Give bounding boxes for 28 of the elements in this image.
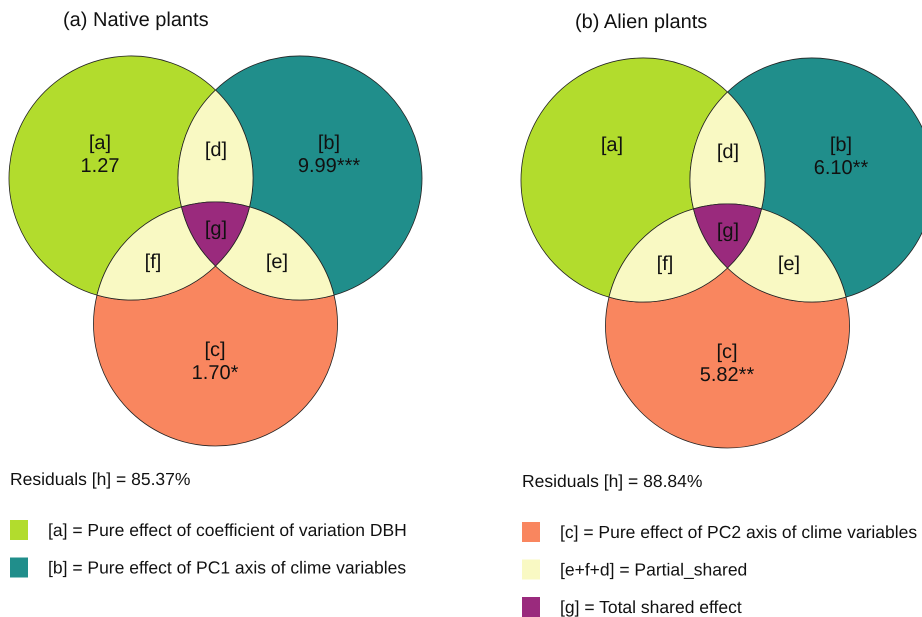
category-label: [e]: [778, 253, 800, 275]
category-label: [c]: [204, 339, 226, 361]
category-label: [c]: [716, 341, 738, 363]
text: Residuals [h] = 88.84%: [522, 471, 702, 491]
category-label: [g]: [204, 218, 228, 240]
data-label: 5.82**: [700, 364, 754, 386]
category-label: [a]: [600, 134, 624, 156]
text: Residuals [h] = 85.37%: [10, 469, 190, 489]
text: (b) Alien plants: [575, 11, 708, 33]
data-label: 6.10**: [814, 157, 868, 179]
legend-label: [c] = Pure effect of PC2 axis of clime variables: [560, 522, 918, 542]
data-label: 1.70*: [192, 362, 239, 384]
category-label: [d]: [716, 141, 740, 163]
legend-label: [e+f+d] = Partial_shared: [560, 560, 748, 580]
category-label: [e]: [266, 251, 288, 273]
category-label: [f]: [656, 253, 674, 275]
text: (a) Native plants: [63, 9, 209, 31]
category-label: [f]: [144, 251, 162, 273]
category-label: [b]: [830, 134, 852, 156]
category-label: [g]: [716, 220, 740, 242]
legend-label: [a] = Pure effect of coefficient of variation DBH: [48, 520, 407, 540]
category-label: [b]: [318, 132, 340, 154]
category-label: [a]: [88, 132, 112, 154]
data-label: 1.27: [80, 155, 120, 177]
legend-label: [b] = Pure effect of PC1 axis of clime variables: [48, 558, 406, 578]
legend-label: [g] = Total shared effect: [560, 597, 742, 617]
data-label: 9.99***: [298, 155, 360, 177]
category-label: [d]: [204, 139, 228, 161]
